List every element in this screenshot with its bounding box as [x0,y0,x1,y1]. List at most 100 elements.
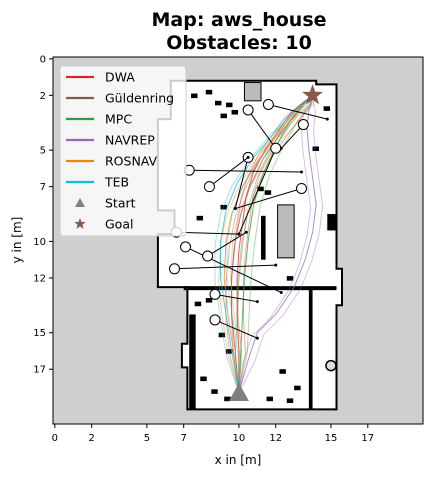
map-clutter-13 [200,376,207,382]
trajectory-line [238,95,324,394]
start-marker [228,382,249,401]
obstacle-marker [209,288,221,300]
chart-title-line1: Map: aws_house [151,9,326,31]
map-clutter-8 [257,186,264,192]
map-wall-vertical [308,288,313,410]
map-clutter-9 [264,190,272,195]
legend-label: NAVREP [105,133,155,148]
obstacle-end-dot [244,230,248,234]
map-clutter-16 [266,396,273,402]
legend-swatch-triangle [75,198,85,207]
obstacle-end-dot [255,300,259,304]
obstacle-marker [270,142,282,154]
legend-entry-start: Start [75,196,136,211]
obstacle-9 [180,241,283,295]
trajectory-line [237,95,314,394]
obstacle-marker [209,314,221,326]
x-tick-label: 15 [325,433,338,444]
legend-entry-mpc: MPC [66,112,132,127]
trajectory-line [225,94,313,394]
obstacle-end-dot [233,207,237,211]
obstacle-10 [202,230,248,262]
legend-box [59,65,187,237]
map-clutter-5 [205,89,213,95]
map-clutter-23 [226,349,233,354]
obstacle-path [214,319,258,339]
obstacle-marker [168,263,180,275]
trajectory-line [220,94,313,394]
obstacle-path [214,293,258,303]
obstacle-5 [183,164,304,176]
map-plant [325,359,337,372]
obstacle-path [209,157,249,188]
obstacle-end-dot [279,291,283,295]
obstacle-end-dot [300,170,304,174]
chart-title-line2: Obstacles: 10 [166,32,312,54]
obstacle-end-dot [255,336,259,340]
map-clutter-21 [312,146,319,152]
map-clutter-20 [323,106,331,111]
map-clutter-11 [205,298,213,303]
legend-label: Start [105,196,136,211]
legend-entry-navrep: NAVREP [66,133,155,148]
trajectory-line [238,95,314,394]
map-wall-horizontal [183,286,337,291]
y-tick-label: 5 [40,146,46,157]
x-tick-label: 12 [269,433,282,444]
obstacle-path [207,231,247,257]
map-clutter-10 [194,301,202,307]
x-tick-label: 10 [233,433,246,444]
obstacle-11 [168,263,278,275]
obstacle-layer [168,98,329,340]
map-clutter-14 [211,389,218,394]
obstacle-13 [209,314,259,340]
obstacle-path [174,264,276,270]
obstacle-0 [262,98,329,121]
obstacle-marker [180,241,192,253]
map-furniture-right [327,214,337,231]
trajectory-line [238,95,314,394]
map-clutter-0 [214,100,222,106]
map-cabinet [243,82,262,102]
x-tick-label: 17 [361,433,374,444]
legend: DWA Güldenring MPC NAVREP ROSNAV TEB Start Goal [59,65,187,237]
obstacle-2 [279,119,309,150]
map-clutter-6 [196,215,204,221]
map-clutter-1 [226,102,233,108]
trajectory-line [236,94,313,393]
map-clutter-3 [220,113,227,119]
legend-label: TEB [104,175,129,190]
trajectory-line [238,94,313,394]
start-goal-markers [228,84,323,401]
trajectory-line [218,94,313,394]
map-table [277,204,295,259]
x-tick-label: 0 [52,433,58,444]
trajectory-line [234,94,313,394]
y-axis-ticks: 0 2 5 7 10 12 15 17 [33,54,53,376]
x-axis-label: x in [m] [215,453,262,467]
obstacle-path [185,246,282,293]
legend-entry-rosnav: ROSNAV [66,154,158,169]
legend-label: Güldenring [105,91,174,106]
y-axis-label: y in [m] [10,217,24,264]
map-clutter-4 [191,93,198,99]
map-furniture-edge [261,215,266,260]
obstacle-12 [209,288,259,304]
obstacle-6 [203,155,250,193]
legend-label: Goal [105,217,133,232]
obstacle-marker [242,104,254,116]
goal-marker [302,84,323,105]
map-clutter-17 [286,398,294,404]
obstacle-end-dot [325,117,329,121]
obstacle-marker [202,250,214,262]
map-clutter-19 [279,369,286,374]
trajectory-line [238,95,314,394]
x-tick-label: 7 [181,433,187,444]
map-clutter-15 [224,396,231,402]
legend-label: MPC [105,112,132,127]
obstacle-marker [297,119,309,131]
obstacle-end-dot [237,232,241,236]
y-tick-label: 0 [40,54,46,65]
occupancy-map [156,79,343,411]
